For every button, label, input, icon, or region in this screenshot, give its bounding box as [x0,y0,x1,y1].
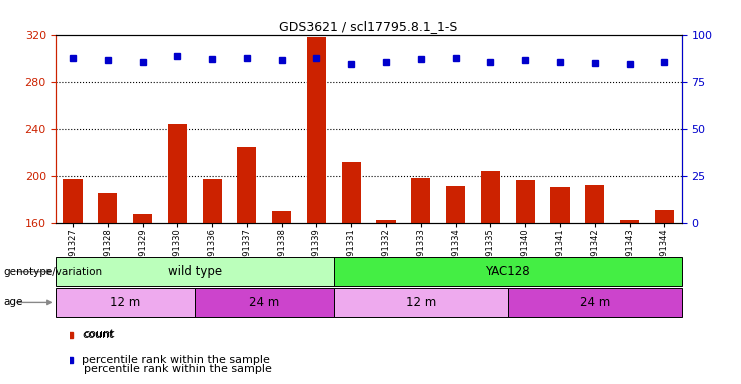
Bar [551,187,570,384]
Bar [334,257,682,286]
Text: 12 m: 12 m [110,296,140,309]
Bar [585,185,605,384]
Text: 12 m: 12 m [406,296,436,309]
Bar [99,193,117,384]
Text: 24 m: 24 m [249,296,279,309]
Bar [133,215,152,384]
Text: genotype/variation: genotype/variation [4,266,103,277]
Bar [307,37,326,384]
Text: percentile rank within the sample: percentile rank within the sample [82,355,270,365]
Text: YAC128: YAC128 [485,265,530,278]
Bar [620,220,639,384]
Bar [334,288,508,317]
Text: percentile rank within the sample: percentile rank within the sample [84,364,272,374]
Bar [272,211,291,384]
Bar [516,180,535,384]
Bar [56,257,334,286]
Bar [195,288,334,317]
Bar [481,171,500,384]
Bar [342,162,361,384]
Title: GDS3621 / scl17795.8.1_1-S: GDS3621 / scl17795.8.1_1-S [279,20,458,33]
Bar [508,288,682,317]
Bar [446,186,465,384]
Bar [167,124,187,384]
Text: 24 m: 24 m [579,296,610,309]
Text: count: count [84,329,116,339]
Bar [376,220,396,384]
Bar [202,179,222,384]
Text: count: count [82,330,114,340]
Text: age: age [4,297,23,308]
Text: wild type: wild type [167,265,222,278]
Bar [64,179,82,384]
Bar [655,210,674,384]
Bar [237,147,256,384]
Bar [56,288,195,317]
Bar [411,178,431,384]
